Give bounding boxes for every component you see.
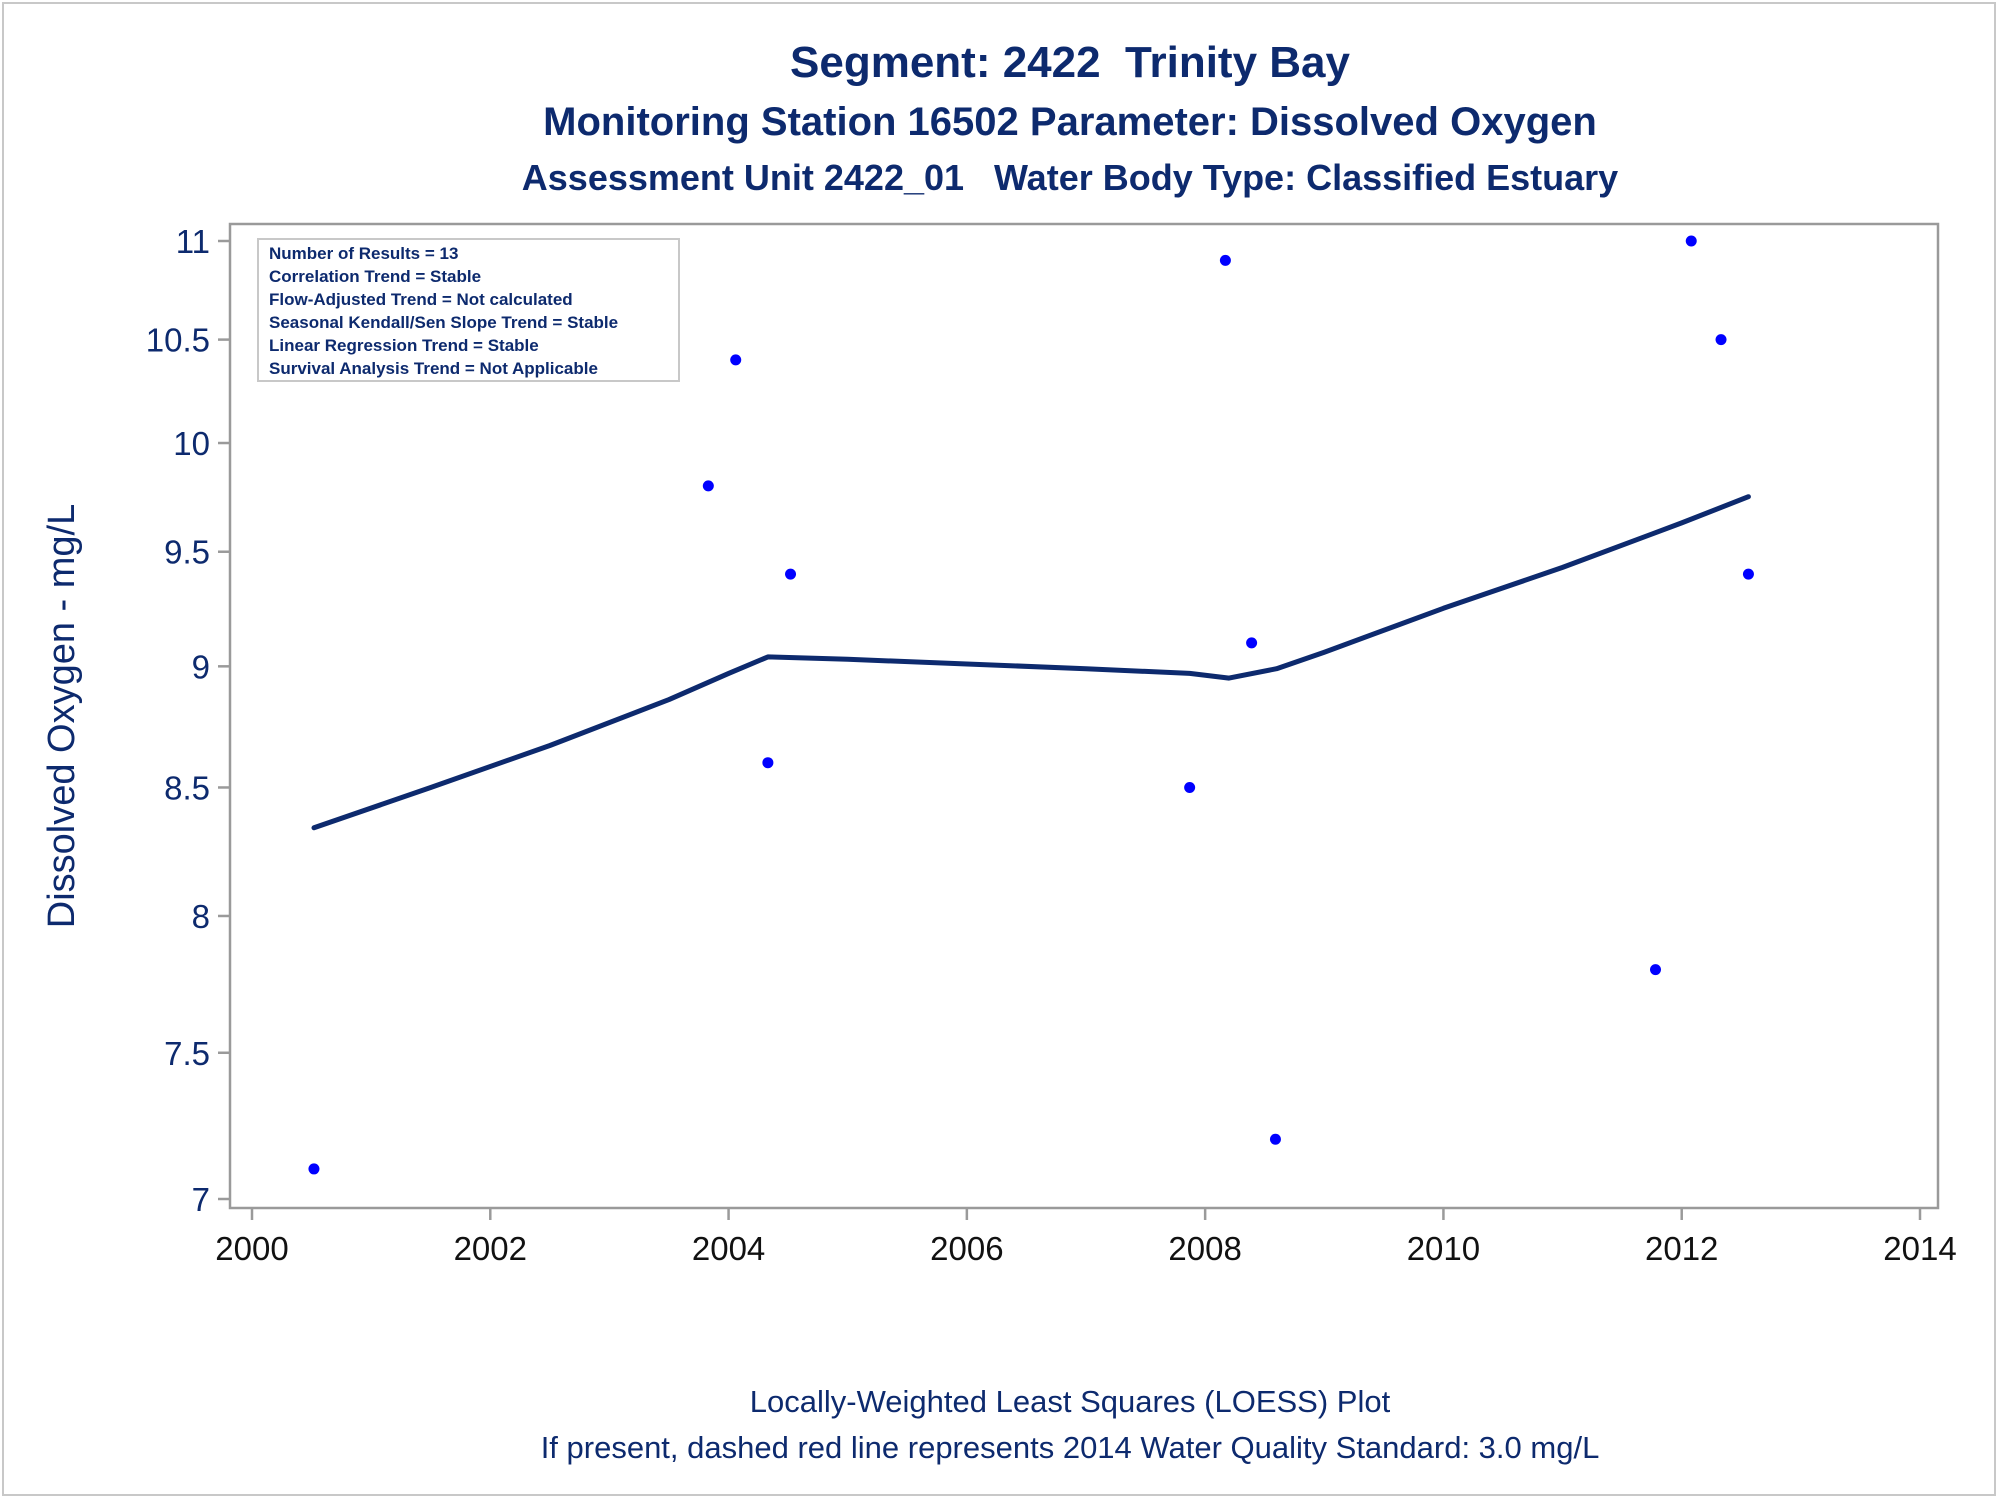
data-point bbox=[1742, 568, 1754, 580]
y-tick-label: 8 bbox=[192, 898, 210, 935]
y-tick-label: 9 bbox=[192, 648, 210, 685]
data-point bbox=[1715, 334, 1727, 346]
stats-line: Correlation Trend = Stable bbox=[269, 267, 481, 286]
data-point bbox=[1650, 964, 1662, 976]
x-tick-label: 2014 bbox=[1883, 1230, 1956, 1267]
data-point bbox=[730, 354, 742, 366]
x-tick-label: 2002 bbox=[454, 1230, 527, 1267]
data-point bbox=[308, 1163, 320, 1175]
y-tick-label: 10.5 bbox=[146, 322, 210, 359]
data-point bbox=[1184, 781, 1196, 793]
stats-line: Linear Regression Trend = Stable bbox=[269, 336, 539, 355]
stats-line: Survival Analysis Trend = Not Applicable bbox=[269, 359, 598, 378]
plot-area bbox=[228, 222, 1940, 1210]
data-point bbox=[785, 568, 797, 580]
y-tick-label: 9.5 bbox=[164, 534, 210, 571]
data-point bbox=[1685, 235, 1697, 247]
chart-subtitle-assessment: Assessment Unit 2422_01 Water Body Type:… bbox=[521, 157, 1619, 198]
x-tick-label: 2010 bbox=[1407, 1230, 1480, 1267]
footnote-loess: Locally-Weighted Least Squares (LOESS) P… bbox=[749, 1384, 1391, 1419]
stats-line: Seasonal Kendall/Sen Slope Trend = Stabl… bbox=[269, 313, 618, 332]
loess-curve bbox=[311, 494, 1751, 831]
stats-box-border bbox=[257, 238, 680, 382]
data-point bbox=[762, 757, 774, 769]
data-point bbox=[1219, 254, 1231, 266]
data-point bbox=[702, 480, 714, 492]
x-tick-label: 2004 bbox=[692, 1230, 765, 1267]
chart-subtitle-station: Monitoring Station 16502 Parameter: Diss… bbox=[543, 100, 1597, 144]
y-tick-label: 8.5 bbox=[164, 769, 210, 806]
x-axis: 2000 2002 2004 2006 2008 2010 2012 2014 bbox=[215, 1208, 1957, 1267]
chart-title: Segment: 2422 Trinity Bay bbox=[790, 38, 1350, 87]
y-tick-label: 11 bbox=[176, 223, 210, 260]
data-point bbox=[1269, 1133, 1281, 1145]
x-tick-label: 2000 bbox=[215, 1230, 288, 1267]
data-points bbox=[308, 235, 1754, 1175]
x-tick-label: 2008 bbox=[1168, 1230, 1241, 1267]
x-tick-label: 2012 bbox=[1645, 1230, 1718, 1267]
y-tick-label: 7.5 bbox=[164, 1035, 210, 1072]
footnote-standard: If present, dashed red line represents 2… bbox=[540, 1430, 1600, 1465]
stats-line: Flow-Adjusted Trend = Not calculated bbox=[269, 290, 573, 309]
y-tick-label: 7 bbox=[192, 1181, 210, 1218]
data-point bbox=[1246, 637, 1258, 649]
stats-line: Number of Results = 13 bbox=[269, 244, 458, 263]
x-tick-label: 2006 bbox=[930, 1230, 1003, 1267]
y-axis: 7 7.5 8 8.5 9 9.5 10 10.5 11 bbox=[146, 223, 230, 1218]
y-tick-label: 10 bbox=[173, 425, 210, 462]
y-axis-label: Dissolved Oxygen - mg/L bbox=[41, 504, 83, 929]
stats-box: Number of Results = 13 Correlation Trend … bbox=[257, 238, 680, 382]
